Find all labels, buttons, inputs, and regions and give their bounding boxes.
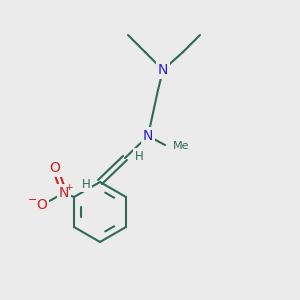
Text: O: O <box>37 198 47 212</box>
Text: H: H <box>82 178 90 190</box>
Text: −: − <box>28 195 38 205</box>
Text: N: N <box>158 63 168 77</box>
Text: O: O <box>50 161 60 175</box>
Text: N: N <box>59 186 69 200</box>
Text: Me: Me <box>173 141 190 151</box>
Text: +: + <box>65 184 73 193</box>
Text: H: H <box>135 149 143 163</box>
Text: N: N <box>143 129 153 143</box>
